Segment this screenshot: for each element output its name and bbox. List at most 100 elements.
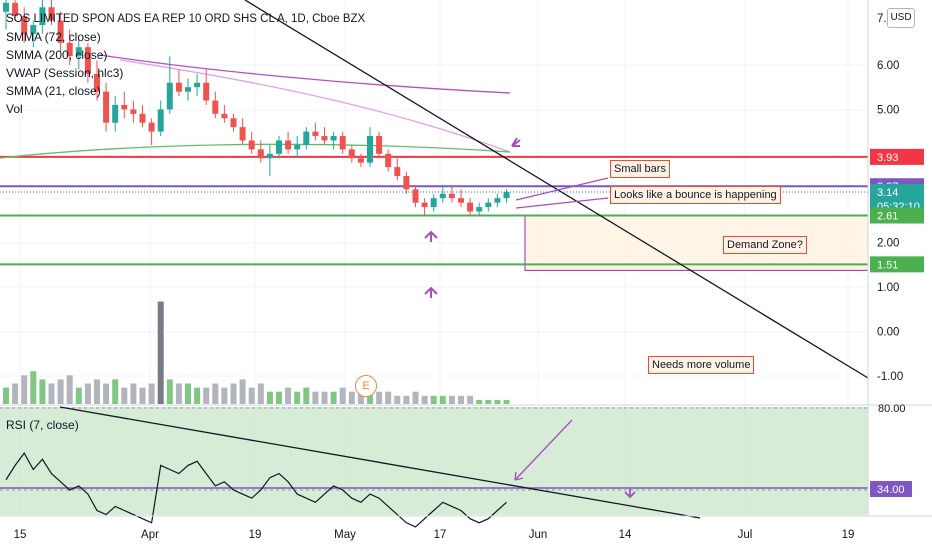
candle-body — [312, 131, 319, 137]
volume-bar — [439, 395, 446, 404]
candle-body — [339, 136, 346, 150]
volume-bar — [385, 391, 392, 404]
arrow-down-left — [511, 137, 521, 147]
candle-body — [394, 167, 401, 176]
time-tick-label: 19 — [842, 529, 855, 541]
currency-button[interactable]: USD — [887, 8, 915, 28]
smma-72-line — [119, 59, 511, 153]
volume-bar — [112, 379, 119, 404]
candle-body — [330, 136, 337, 141]
rsi-current-label: 34.00 — [877, 484, 905, 496]
volume-bar — [285, 387, 292, 404]
note-needs-volume: Needs more volume — [648, 356, 755, 374]
candle-body — [94, 73, 100, 92]
candle-body — [403, 176, 410, 190]
price-tag — [870, 148, 924, 165]
volume-bar — [476, 399, 483, 404]
candle-body — [48, 7, 55, 21]
volume-bar — [503, 399, 510, 404]
rsi-line — [5, 451, 507, 528]
volume-bar — [203, 387, 210, 404]
volume-bar — [185, 383, 191, 404]
volume-bar — [121, 387, 128, 404]
candle-body — [194, 82, 201, 88]
volume-bar — [194, 387, 201, 404]
time-tick-label: Jul — [738, 529, 753, 541]
annotation-arrows — [424, 137, 636, 499]
time-tick-label: Apr — [141, 529, 159, 541]
volume-bar — [166, 379, 173, 404]
volume-bar — [66, 375, 73, 404]
legend-smma-72[interactable]: SMMA (72, close) — [6, 30, 101, 44]
note-bounce: Looks like a bounce is happening — [610, 186, 781, 204]
candle-body — [385, 153, 392, 168]
price-axis: 6.005.002.001.000.00-1.007.3.933.273.140… — [867, 0, 924, 515]
candle-body — [266, 153, 273, 159]
price-tick-label: 0.00 — [877, 326, 899, 338]
candle-body — [39, 7, 46, 26]
volume-bar — [339, 387, 346, 404]
candle-body — [112, 104, 119, 123]
candle-body — [503, 191, 510, 199]
candles — [3, 0, 510, 216]
volume-bar — [266, 391, 273, 404]
candle-body — [3, 2, 9, 12]
trendlines — [244, 0, 869, 379]
volume-bar — [494, 399, 501, 404]
legend-volume[interactable]: Vol — [6, 102, 23, 116]
legend-smma-21[interactable]: SMMA (21, close) — [6, 84, 101, 98]
price-tag-label: 2.61 — [877, 211, 898, 223]
candle-body — [66, 42, 73, 57]
candle-body — [103, 91, 110, 123]
volume-bar — [312, 391, 319, 404]
candle-body — [148, 122, 155, 132]
volume-bar — [276, 391, 282, 404]
volume-bar — [75, 387, 82, 404]
candle-body — [439, 193, 446, 199]
candle-body — [276, 140, 282, 154]
arrow-rsi-head — [514, 471, 524, 481]
volume-bar — [139, 387, 146, 404]
candle-body — [448, 193, 455, 199]
candle-body — [12, 2, 19, 17]
time-tick-label: 14 — [619, 529, 632, 541]
arrow-rsi-down — [624, 488, 636, 499]
volume-bar — [357, 391, 364, 404]
volume-bar — [221, 387, 228, 404]
note-demand-zone: Demand Zone? — [723, 236, 807, 254]
volume-bar — [21, 375, 28, 404]
volume-bar — [448, 395, 455, 404]
volume-bar — [412, 391, 419, 404]
volume-bar — [39, 379, 46, 404]
arrow-up-1 — [424, 230, 438, 242]
candle-body — [248, 140, 255, 150]
moving-averages — [0, 54, 511, 159]
candle-body — [175, 82, 182, 92]
rsi-current-tag — [870, 481, 912, 497]
candle-body — [485, 202, 492, 208]
legend-vwap[interactable]: VWAP (Session, hlc3) — [6, 66, 124, 80]
candle-body — [376, 136, 383, 154]
candle-body — [321, 136, 328, 141]
volume-bar — [130, 383, 137, 404]
volume-bar — [257, 383, 264, 404]
volume-bar — [212, 383, 219, 404]
volume-bar — [57, 379, 64, 404]
candle-body — [139, 113, 146, 123]
candle-body — [476, 207, 483, 212]
volume-bar — [421, 395, 428, 404]
time-axis: 15 Apr 19 May 17 Jun 14 Jul 19 — [0, 515, 932, 541]
legend-smma-200[interactable]: SMMA (200, close) — [6, 48, 108, 62]
earnings-marker[interactable]: E — [355, 375, 377, 397]
note-small-bars: Small bars — [610, 160, 670, 178]
candle-body — [203, 82, 210, 101]
candle-body — [57, 20, 64, 43]
candle-body — [348, 149, 355, 159]
candle-body — [367, 136, 373, 163]
candle-body — [21, 16, 28, 34]
candle-body — [121, 104, 128, 110]
candle-body — [239, 127, 246, 141]
demand-zone-rect — [524, 215, 869, 271]
